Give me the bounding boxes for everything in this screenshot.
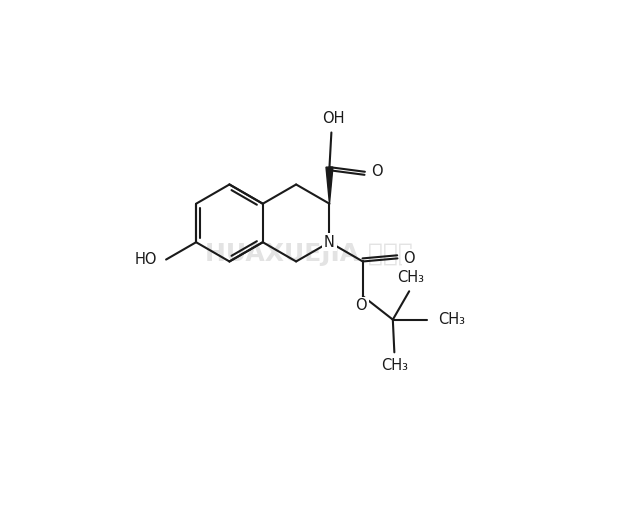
Text: HO: HO <box>134 252 157 267</box>
Text: O: O <box>371 164 383 179</box>
Text: CH₃: CH₃ <box>397 270 424 285</box>
Text: O: O <box>404 251 415 266</box>
Text: OH: OH <box>322 111 344 126</box>
Polygon shape <box>326 167 333 204</box>
Text: CH₃: CH₃ <box>438 312 465 327</box>
Text: N: N <box>324 235 335 250</box>
Text: HUAXUEJIA 化学加: HUAXUEJIA 化学加 <box>205 242 413 266</box>
Text: O: O <box>355 298 367 313</box>
Text: CH₃: CH₃ <box>381 358 408 373</box>
